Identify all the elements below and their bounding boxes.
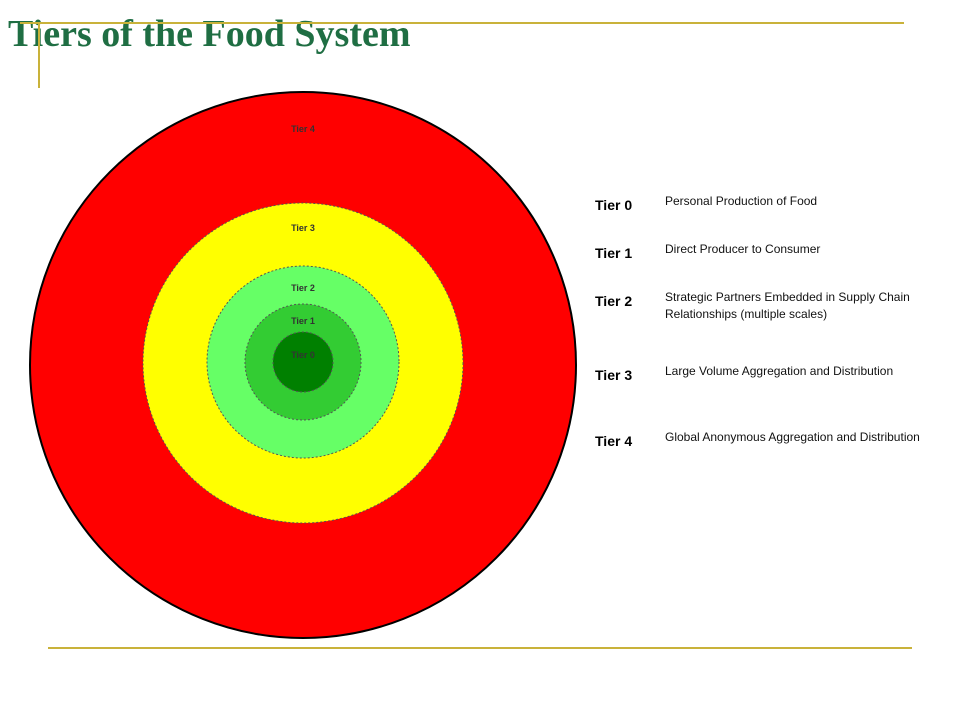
ring-label-tier-1: Tier 1 [291,316,315,326]
title-rule-top [20,22,904,24]
ring-label-tier-4: Tier 4 [291,124,315,134]
ring-label-tier-2: Tier 2 [291,283,315,293]
slide-title: Tiers of the Food System [8,13,411,55]
ring-label-tier-0: Tier 0 [291,350,315,360]
ring-label-tier-3: Tier 3 [291,223,315,233]
title-rule-vertical [38,24,40,88]
ring-tier-0 [272,331,334,393]
footer-rule [48,647,912,649]
